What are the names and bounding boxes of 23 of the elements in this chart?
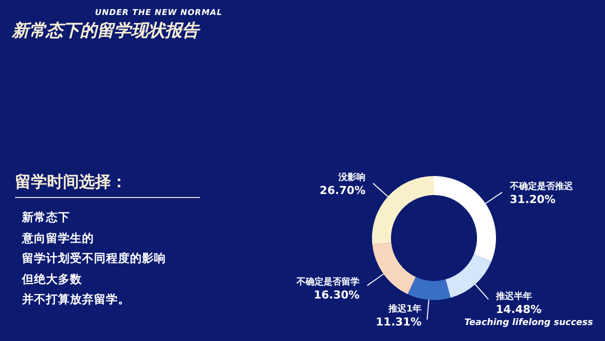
slice-label: 不确定是否推迟 (508, 181, 574, 192)
text: Teaching lifelong success (464, 318, 593, 328)
slice-label: 推迟半年 (494, 290, 532, 302)
data-label: 16.30% (314, 288, 360, 302)
donut-slice (408, 276, 451, 300)
data-label: 26.70% (320, 184, 366, 197)
text: 留学计划受不同程度的影响 (22, 250, 166, 267)
slice-label: 推迟1年 (387, 304, 422, 315)
text: 但绝大多数 (22, 270, 83, 288)
slice-label: 不确定是否留学 (296, 276, 360, 288)
data-label: 11.31% (376, 316, 422, 329)
data-label: 14.48% (496, 302, 542, 316)
text: 新常态下 (22, 209, 71, 226)
donut-slice (372, 176, 434, 245)
text: 意向留学生的 (22, 230, 95, 246)
slice-label: 没影响 (338, 172, 366, 183)
text: 并不打算放弃留学。 (22, 291, 131, 308)
data-label: 31.20% (510, 193, 556, 206)
donut-slice (446, 254, 492, 298)
donut-slice (372, 242, 416, 294)
text: 留学时间选择： (15, 172, 200, 198)
text: 新常态下的留学现状报告 (12, 20, 199, 42)
text: UNDER THE NEW NORMAL (95, 8, 222, 17)
